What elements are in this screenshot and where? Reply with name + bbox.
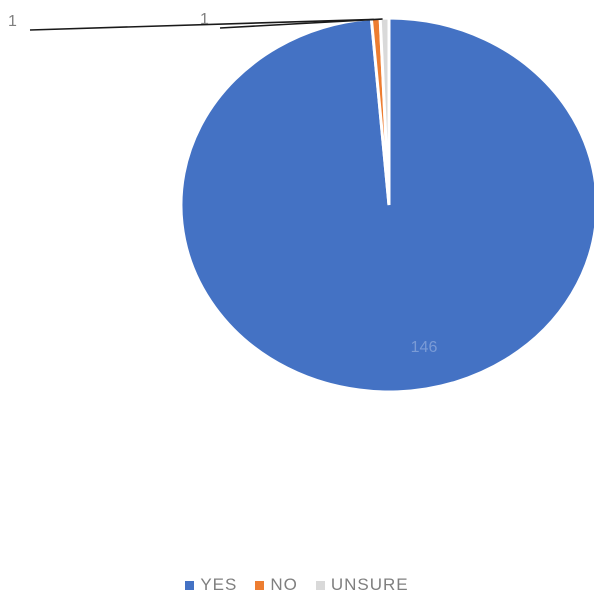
legend-label-unsure: UNSURE (330, 575, 409, 594)
legend-item-yes: YES (185, 575, 237, 595)
leader-line-no (29, 18, 374, 31)
legend-item-unsure: UNSURE (315, 575, 409, 595)
chart-legend: YES NO UNSURE (0, 575, 594, 595)
slice-unsure (378, 16, 391, 206)
slice-yes (179, 16, 594, 394)
legend-label-no: NO (270, 575, 298, 594)
legend-swatch-yes (185, 580, 195, 590)
legend-item-no: NO (255, 575, 298, 595)
leader-line-unsure (219, 18, 383, 29)
legend-swatch-no (255, 580, 265, 590)
legend-swatch-unsure (315, 580, 325, 590)
legend-label-yes: YES (200, 575, 238, 594)
data-label-yes: 146 (411, 339, 438, 356)
data-label-unsure: 1 (200, 11, 209, 28)
data-label-no: 1 (8, 13, 17, 30)
